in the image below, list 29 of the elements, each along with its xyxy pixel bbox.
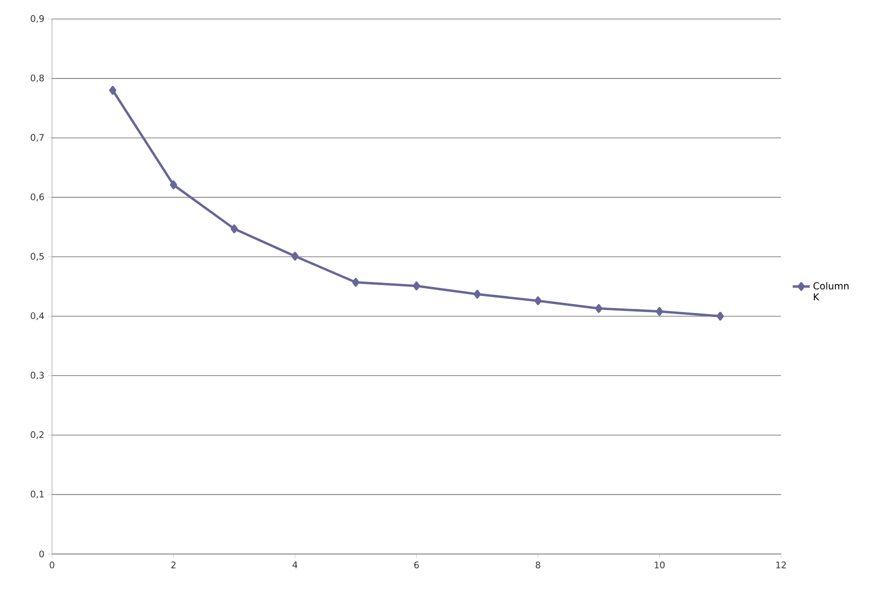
point: [291, 252, 299, 261]
y-tick-label: 0,2: [30, 431, 44, 439]
legend-label: Column K: [813, 282, 849, 300]
y-tick-label: 0,3: [30, 372, 44, 380]
y-tick-label: 0,4: [30, 312, 44, 320]
x-tick-label: 0: [50, 562, 54, 568]
point: [534, 296, 542, 306]
y-tick-label: 0,1: [30, 490, 44, 498]
x-tick-label: 10: [654, 562, 665, 568]
y-tick-label: 0: [39, 550, 44, 558]
x-tick-label: 2: [171, 562, 176, 568]
y-tick-label: 0,5: [30, 252, 44, 261]
y-tick-label: 0,6: [30, 193, 44, 202]
x-tick-label: 8: [536, 562, 540, 568]
point: [230, 224, 238, 234]
y-tick-label: 0,9: [30, 15, 44, 23]
point: [474, 290, 481, 299]
point: [656, 307, 664, 316]
y-tick-label: 0,8: [30, 74, 44, 82]
point: [412, 282, 420, 290]
x-tick-label: 12: [776, 562, 786, 568]
point: [352, 278, 360, 287]
point: [595, 304, 602, 313]
point: [716, 312, 724, 321]
y-tick-label: 0,7: [30, 134, 44, 142]
x-tick-label: 6: [414, 562, 419, 568]
point: [170, 180, 178, 190]
x-tick-label: 4: [292, 562, 298, 568]
point: [109, 86, 116, 95]
